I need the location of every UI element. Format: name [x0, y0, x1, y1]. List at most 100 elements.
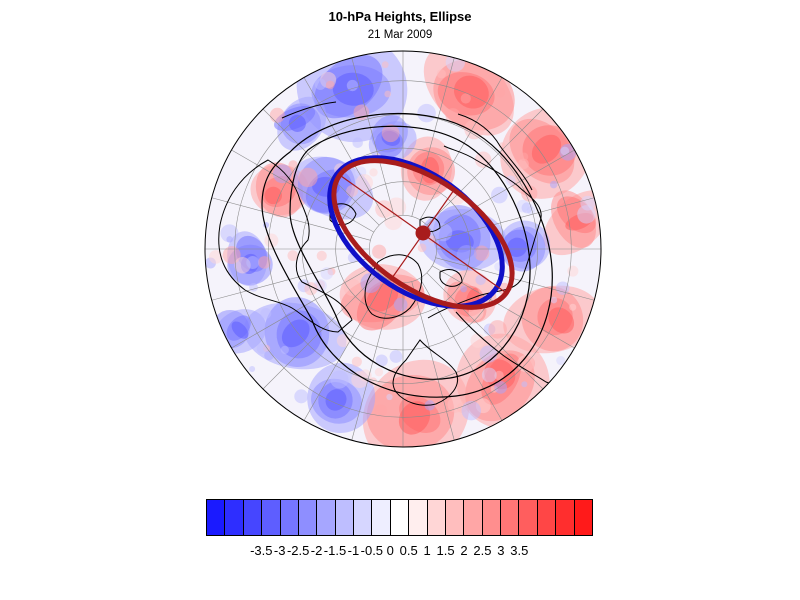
colorbar-swatch [280, 500, 299, 535]
positive-anomaly-speckle [374, 367, 384, 377]
negative-anomaly-speckle [494, 380, 508, 394]
colorbar-swatch [354, 500, 373, 535]
positive-anomaly-speckle [488, 320, 507, 339]
colorbar-swatch [464, 500, 483, 535]
colorbar-swatch [537, 500, 557, 535]
positive-anomaly-speckle [346, 185, 359, 197]
colorbar-swatch [482, 500, 501, 535]
meridian-line [231, 149, 374, 233]
chart-title: 10-hPa Heights, Ellipse [328, 9, 472, 24]
negative-anomaly-speckle [260, 307, 272, 319]
colorbar-tick-label: 2.5 [473, 543, 492, 558]
positive-anomaly-speckle [494, 370, 504, 381]
negative-anomaly-speckle [249, 366, 256, 373]
negative-anomaly-speckle [521, 381, 528, 388]
positive-anomaly-speckle [447, 396, 464, 413]
positive-anomaly-speckle [474, 151, 492, 168]
vortex-overlay [327, 155, 515, 310]
positive-anomaly-speckle [374, 404, 388, 418]
graticule [205, 51, 601, 447]
negative-anomaly-speckle [475, 274, 486, 286]
colorbar-swatch [262, 500, 281, 535]
positive-anomaly-speckle [445, 108, 461, 123]
negative-anomaly-patch [288, 114, 306, 132]
positive-anomaly-speckle [368, 377, 378, 386]
negative-anomaly-speckle [246, 255, 260, 270]
positive-anomaly-speckle [298, 167, 318, 188]
colorbar-tick-label: -2 [310, 543, 323, 558]
colorbar-tick-label: -0.5 [360, 543, 384, 558]
positive-anomaly-speckle [343, 278, 362, 297]
negative-anomaly-speckle [461, 400, 482, 421]
colorbar-swatch [409, 500, 428, 535]
colorbar-swatch [317, 500, 336, 535]
negative-anomaly-speckle [314, 78, 327, 90]
negative-anomaly-patch [231, 321, 249, 339]
colorbar-swatch [556, 500, 575, 535]
fitted-ellipse [331, 158, 515, 310]
positive-anomaly-speckle [258, 256, 271, 269]
meridian-line [426, 108, 544, 226]
colorbar-swatch [519, 500, 538, 535]
meridian-line [303, 278, 387, 421]
negative-anomaly-speckle [393, 297, 408, 312]
positive-anomaly-speckle [518, 158, 529, 170]
height-contour-inner [289, 125, 531, 380]
positive-anomaly-speckle [288, 160, 298, 170]
colorbar-tick-label: -1.5 [323, 543, 347, 558]
ellipse-center-marker [415, 225, 431, 241]
positive-anomaly-speckle [384, 90, 392, 98]
meridian-line [435, 257, 595, 301]
positive-anomaly-patch [398, 401, 431, 435]
positive-anomaly-speckle [473, 245, 490, 261]
coastline-pacific-rim [281, 101, 533, 191]
negative-anomaly-speckle [550, 296, 558, 304]
colorbar-tick-label: 2 [460, 543, 468, 558]
meridian-line [262, 272, 380, 390]
meridian-line [262, 108, 380, 226]
negative-anomaly-speckle [249, 282, 258, 292]
negative-anomaly-speckle [560, 146, 570, 156]
chart-date: 21 Mar 2009 [367, 29, 433, 41]
colorbar-swatch [390, 500, 410, 535]
meridian-line [432, 265, 575, 349]
meridian-line [432, 149, 575, 233]
colorbar-swatch [243, 500, 263, 535]
colorbar-tick-label: 1.5 [436, 543, 455, 558]
coastline-north-america [218, 159, 353, 333]
negative-anomaly-speckle [264, 350, 275, 361]
negative-anomaly-speckle [280, 345, 289, 355]
negative-anomaly-speckle [460, 285, 468, 293]
positive-anomaly-speckle [470, 333, 485, 348]
positive-anomaly-patch [548, 307, 575, 334]
meridian-line [231, 265, 374, 349]
negative-anomaly-speckle [577, 205, 596, 224]
meridian-line [211, 257, 371, 301]
meridian-line [435, 197, 595, 241]
coastlines [218, 101, 599, 406]
negative-anomaly-speckle [456, 244, 477, 265]
colorbar-swatch [427, 500, 446, 535]
colorbar-tick-label: 1 [423, 543, 431, 558]
colorbar-swatch [207, 500, 226, 535]
coastline-europe [392, 339, 458, 406]
positive-anomaly-speckle [222, 246, 241, 265]
positive-anomaly-speckle [316, 250, 327, 261]
negative-anomaly-speckle [294, 389, 309, 404]
colorbar-labels: -3.5 -3 -2.5 -2 -1.5 -1 -0.5 0 0.5 1 1.5 2 2.5 3 3.5 [0, 543, 800, 563]
negative-anomaly-speckle [434, 223, 453, 242]
positive-anomaly-speckle [208, 250, 223, 264]
negative-anomaly-speckle [580, 195, 596, 211]
positive-anomaly-speckle [460, 93, 471, 104]
positive-anomaly-speckle [336, 334, 350, 348]
positive-anomaly-speckle [264, 233, 279, 248]
negative-anomaly-speckle [386, 393, 393, 401]
meridian-line [303, 77, 387, 220]
positive-anomaly-speckle [287, 250, 299, 261]
colorbar-swatch [574, 500, 592, 535]
colorbar-tick-label: -1 [347, 543, 360, 558]
meridian-line [411, 281, 455, 441]
positive-anomaly-speckle [436, 69, 446, 79]
colorbar-tick-label: -3.5 [250, 543, 273, 558]
